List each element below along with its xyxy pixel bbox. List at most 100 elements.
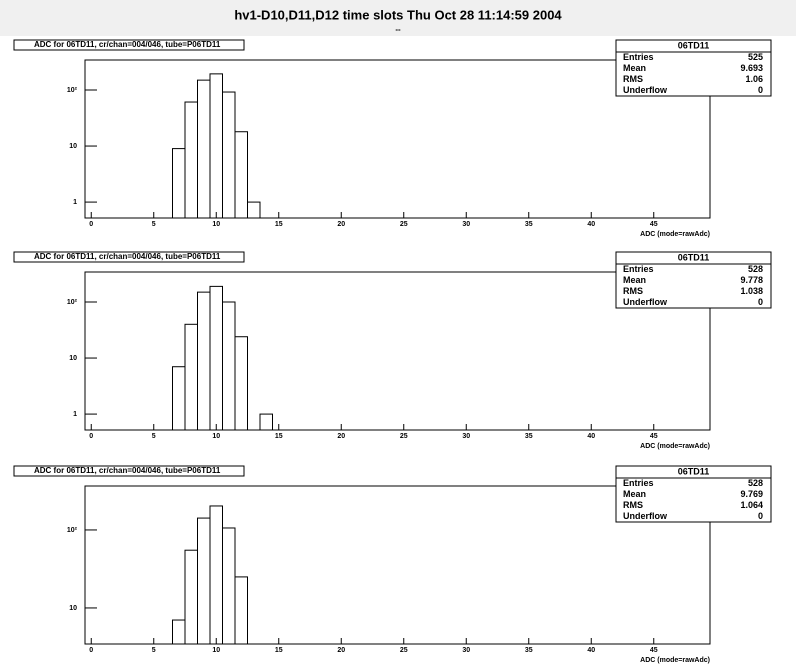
x-tick-label: 45 [650, 647, 658, 654]
x-tick-label: 20 [337, 647, 345, 654]
hist-title: ADC for 06TD11, cr/chan=004/046, tube=P0… [34, 40, 221, 49]
stats-label: RMS [623, 286, 643, 296]
hist-bar [172, 366, 186, 431]
x-tick-label: 35 [525, 221, 533, 228]
x-tick-label: 25 [400, 221, 408, 228]
hist-bar [234, 576, 248, 645]
hist-bar [222, 527, 236, 645]
plot-frame [84, 485, 711, 645]
x-tick-label: 0 [89, 433, 93, 440]
hist-bar [222, 91, 236, 219]
y-tick-label: 10 [69, 143, 77, 150]
x-tick-label: 15 [275, 221, 283, 228]
page-title: hv1-D10,D11,D12 time slots Thu Oct 28 11… [234, 7, 562, 22]
stats-title: 06TD11 [678, 40, 710, 50]
y-tick-label: 10 [69, 605, 77, 612]
hist-bar [197, 291, 211, 431]
x-tick-label: 5 [152, 647, 156, 654]
stats-label: Entries [623, 478, 654, 488]
stats-label: Underflow [623, 297, 668, 307]
hist-bar [222, 301, 236, 431]
x-axis-label: ADC (mode=rawAdc) [640, 443, 710, 450]
stats-label: Underflow [623, 85, 668, 95]
stats-value: 0 [758, 85, 763, 95]
x-tick-label: 40 [587, 647, 595, 654]
plot-frame [84, 271, 711, 431]
stats-label: Mean [623, 275, 646, 285]
stats-value: 9.778 [740, 275, 763, 285]
hist-bar [247, 201, 261, 219]
hist-bar [259, 413, 273, 431]
x-tick-label: 35 [525, 433, 533, 440]
hist-bar [184, 101, 198, 219]
stats-label: Mean [623, 63, 646, 73]
hist-bar [209, 505, 223, 645]
x-tick-label: 25 [400, 433, 408, 440]
y-tick-label: 10 [69, 355, 77, 362]
hist-title-box [13, 465, 245, 477]
hist-title: ADC for 06TD11, cr/chan=004/046, tube=P0… [34, 466, 221, 475]
hist-bar [209, 73, 223, 219]
x-tick-label: 35 [525, 647, 533, 654]
hist-bar [172, 148, 186, 219]
x-tick-label: 40 [587, 221, 595, 228]
stats-value: 9.769 [740, 489, 763, 499]
x-tick-label: 10 [212, 433, 220, 440]
stats-label: RMS [623, 74, 643, 84]
hist-title-box [13, 251, 245, 263]
stats-value: 1.038 [740, 286, 763, 296]
hist-bar [209, 285, 223, 431]
x-tick-label: 25 [400, 647, 408, 654]
stats-box [615, 39, 772, 97]
x-tick-label: 0 [89, 221, 93, 228]
stats-box [615, 465, 772, 523]
x-tick-label: 20 [337, 433, 345, 440]
stats-value: 528 [748, 264, 763, 274]
hist-bar [197, 79, 211, 219]
hist-bar [184, 323, 198, 431]
hist-bar [184, 549, 198, 645]
x-tick-label: 15 [275, 433, 283, 440]
x-axis-label: ADC (mode=rawAdc) [640, 657, 710, 664]
stats-label: RMS [623, 500, 643, 510]
page-subtitle: -- [395, 25, 401, 34]
stats-title: 06TD11 [678, 466, 710, 476]
x-tick-label: 45 [650, 221, 658, 228]
hist-bar [197, 517, 211, 645]
header-band [0, 0, 796, 36]
stats-box [615, 251, 772, 309]
stats-value: 0 [758, 297, 763, 307]
x-tick-label: 30 [462, 221, 470, 228]
y-tick-label: 1 [73, 411, 77, 418]
y-tick-label: 1 [73, 199, 77, 206]
y-tick-label: 10² [67, 527, 78, 534]
stats-value: 525 [748, 52, 763, 62]
x-tick-label: 0 [89, 647, 93, 654]
hist-title: ADC for 06TD11, cr/chan=004/046, tube=P0… [34, 252, 221, 261]
stats-value: 528 [748, 478, 763, 488]
x-tick-label: 5 [152, 433, 156, 440]
hist-bar [172, 619, 186, 645]
x-tick-label: 5 [152, 221, 156, 228]
x-tick-label: 15 [275, 647, 283, 654]
stats-label: Underflow [623, 511, 668, 521]
x-tick-label: 20 [337, 221, 345, 228]
stats-value: 0 [758, 511, 763, 521]
plot-frame [84, 59, 711, 219]
x-tick-label: 10 [212, 221, 220, 228]
stats-title: 06TD11 [678, 252, 710, 262]
hist-bar [234, 336, 248, 431]
stats-value: 1.06 [745, 74, 763, 84]
x-tick-label: 45 [650, 433, 658, 440]
stats-value: 9.693 [740, 63, 763, 73]
hist-title-box [13, 39, 245, 51]
stats-label: Entries [623, 264, 654, 274]
y-tick-label: 10² [67, 299, 78, 306]
stats-label: Entries [623, 52, 654, 62]
stats-label: Mean [623, 489, 646, 499]
hist-bar [234, 131, 248, 219]
x-tick-label: 40 [587, 433, 595, 440]
stats-value: 1.064 [740, 500, 763, 510]
x-tick-label: 30 [462, 433, 470, 440]
